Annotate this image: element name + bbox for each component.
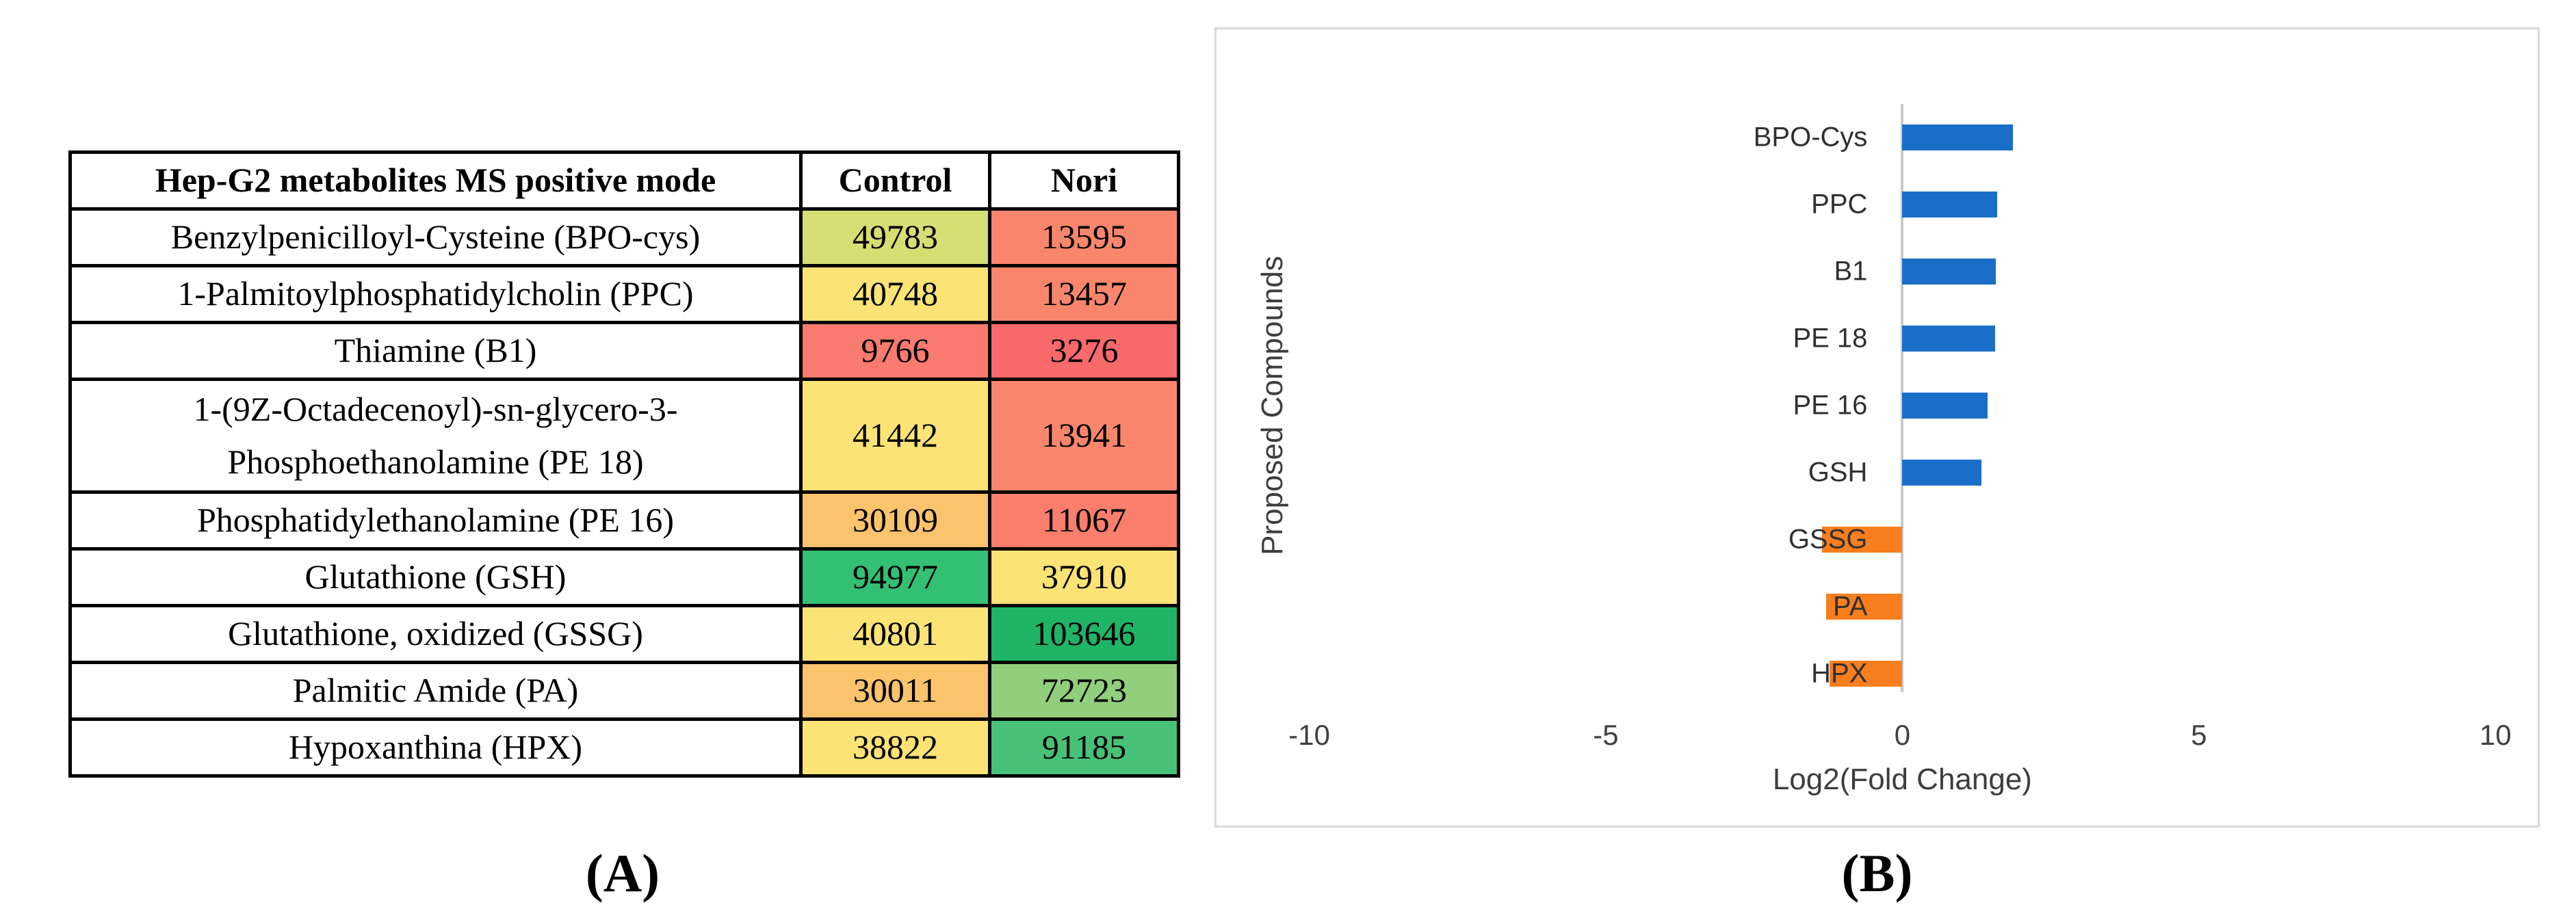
bar-pa <box>1826 594 1903 620</box>
metabolites-table: Hep-G2 metabolites MS positive mode Cont… <box>68 150 1180 778</box>
metabolite-name-cell: Hypoxanthina (HPX) <box>68 717 803 778</box>
x-tick-label: 0 <box>1894 719 1911 751</box>
x-tick-label: -10 <box>1288 719 1330 751</box>
category-label: PE 16 <box>1793 390 1868 421</box>
metabolite-name-cell: Glutathione, oxidized (GSSG) <box>68 604 803 664</box>
metabolite-name-line: Palmitic Amide (PA) <box>292 671 579 710</box>
table-row: 1-Palmitoylphosphatidylcholin (PPC) 40748… <box>68 264 1180 324</box>
table-row: 1-(9Z-Octadecenoyl)-sn-glycero-3- Phospho… <box>68 378 1180 494</box>
nori-value-cell: 13941 <box>988 378 1180 494</box>
bar-hpx <box>1829 661 1903 687</box>
metabolite-name-cell: Benzylpenicilloyl-Cysteine (BPO-cys) <box>68 207 803 267</box>
caption-a: (A) <box>585 843 660 903</box>
category-label: GSSG <box>1788 524 1868 555</box>
control-value-cell: 30109 <box>799 490 991 551</box>
bar-bpo-cys <box>1902 124 2014 150</box>
nori-value-cell: 13457 <box>988 264 1180 324</box>
bar-ppc <box>1902 192 1998 217</box>
category-label: B1 <box>1834 256 1868 287</box>
nori-value-cell: 3276 <box>988 321 1180 381</box>
nori-value-cell: 103646 <box>988 604 1180 664</box>
caption-b: (B) <box>1841 843 1913 903</box>
panel-a: Hep-G2 metabolites MS positive mode Cont… <box>68 150 1180 778</box>
control-value-cell: 30011 <box>799 661 991 721</box>
bar-gssg <box>1822 527 1903 553</box>
control-value-cell: 9766 <box>799 321 991 381</box>
bar-gsh <box>1902 460 1981 486</box>
control-value-cell: 40801 <box>799 604 991 664</box>
x-tick-label: 10 <box>2479 719 2512 751</box>
table-header-row: Hep-G2 metabolites MS positive mode Cont… <box>68 150 1180 211</box>
bar-b1 <box>1902 259 1996 285</box>
nori-value-cell: 11067 <box>988 490 1180 551</box>
metabolite-name-line: Phosphoethanolamine (PE 18) <box>227 443 644 481</box>
table-row: Phosphatidylethanolamine (PE 16) 30109 110… <box>68 490 1180 551</box>
metabolite-name-cell: Glutathione (GSH) <box>68 547 803 607</box>
control-value-cell: 94977 <box>799 547 991 607</box>
metabolite-name-cell: Palmitic Amide (PA) <box>68 661 803 721</box>
metabolite-name-line: Hypoxanthina (HPX) <box>288 728 583 767</box>
nori-value-cell: 91185 <box>988 717 1180 778</box>
control-value-cell: 41442 <box>799 378 991 494</box>
metabolite-name-cell: 1-(9Z-Octadecenoyl)-sn-glycero-3- Phospho… <box>68 378 803 494</box>
table-header-nori: Nori <box>988 150 1180 211</box>
table-row: Palmitic Amide (PA) 30011 72723 <box>68 661 1180 721</box>
metabolite-name-cell: Thiamine (B1) <box>68 321 803 381</box>
table-row: Thiamine (B1) 9766 3276 <box>68 321 1180 381</box>
x-axis-title: Log2(Fold Change) <box>1772 763 2032 796</box>
metabolite-name-line: 1-(9Z-Octadecenoyl)-sn-glycero-3- <box>193 389 678 428</box>
category-label: GSH <box>1808 457 1868 488</box>
control-value-cell: 38822 <box>799 717 991 778</box>
y-axis-title: Proposed Compounds <box>1256 256 1289 555</box>
table-header-control: Control <box>799 150 991 211</box>
category-label: PE 18 <box>1793 323 1868 354</box>
bar-pe-18 <box>1902 326 1996 352</box>
category-label: BPO-Cys <box>1753 122 1868 153</box>
metabolite-name-line: Benzylpenicilloyl-Cysteine (BPO-cys) <box>170 217 701 256</box>
bar-pe-16 <box>1902 393 1988 419</box>
category-label: HPX <box>1811 658 1868 689</box>
metabolite-name-line: 1-Palmitoylphosphatidylcholin (PPC) <box>177 274 694 313</box>
table-row: Benzylpenicilloyl-Cysteine (BPO-cys) 4978… <box>68 207 1180 267</box>
category-label: PPC <box>1811 189 1868 220</box>
nori-value-cell: 72723 <box>988 661 1180 721</box>
table-row: Hypoxanthina (HPX) 38822 91185 <box>68 717 1180 778</box>
nori-value-cell: 37910 <box>988 547 1180 607</box>
table-header-name: Hep-G2 metabolites MS positive mode <box>68 150 803 211</box>
metabolite-name-cell: Phosphatidylethanolamine (PE 16) <box>68 490 803 551</box>
bar-chart: Proposed Compounds BPO-Cys PPC B1 PE 18 PE 1… <box>1214 27 2540 828</box>
metabolite-name-line: Phosphatidylethanolamine (PE 16) <box>196 501 675 540</box>
x-tick-label: 5 <box>2191 719 2207 751</box>
metabolite-name-line: Glutathione (GSH) <box>304 557 567 596</box>
metabolite-name-line: Thiamine (B1) <box>334 331 537 370</box>
metabolite-name-line: Glutathione, oxidized (GSSG) <box>228 614 643 653</box>
category-label: PA <box>1833 591 1868 622</box>
control-value-cell: 49783 <box>799 207 991 267</box>
x-tick-label: -5 <box>1593 719 1619 751</box>
control-value-cell: 40748 <box>799 264 991 324</box>
table-row: Glutathione, oxidized (GSSG) 40801 103646 <box>68 604 1180 664</box>
nori-value-cell: 13595 <box>988 207 1180 267</box>
metabolite-name-cell: 1-Palmitoylphosphatidylcholin (PPC) <box>68 264 803 324</box>
table-row: Glutathione (GSH) 94977 37910 <box>68 547 1180 607</box>
